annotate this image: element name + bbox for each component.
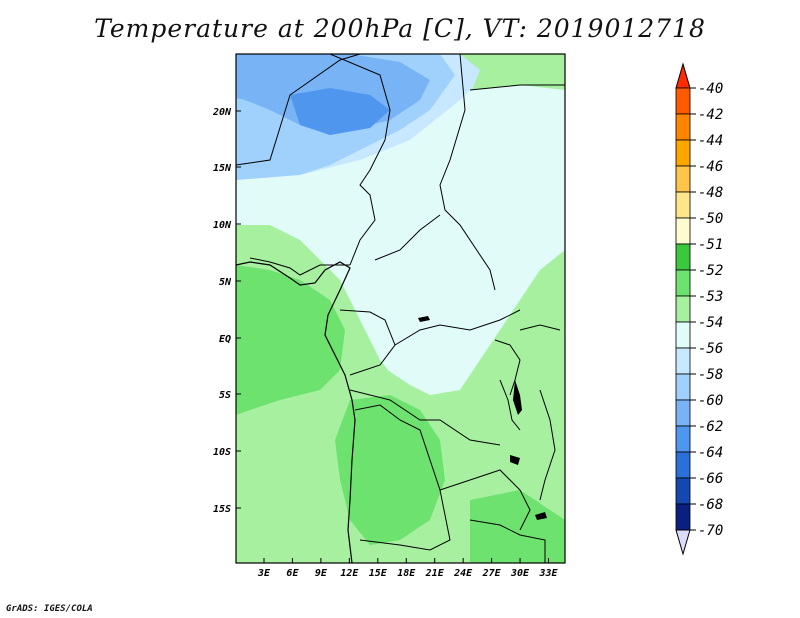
lat-label: 5N — [219, 277, 232, 288]
lon-label: 33E — [538, 568, 558, 579]
latitude-axis: 20N 15N 10N 5N EQ 5S 10S 15S — [212, 107, 241, 515]
colorbar-label: -56 — [698, 341, 723, 357]
map-title: Temperature at 200hPa [C], VT: 201901271… — [94, 14, 706, 43]
lat-label: 5S — [219, 390, 231, 401]
colorbar-label: -53 — [698, 289, 723, 305]
lon-label: 21E — [425, 568, 445, 579]
colorbar-bottom-triangle — [675, 529, 691, 556]
colorbar-label: -70 — [698, 523, 723, 539]
country-borders — [236, 54, 565, 563]
lat-label: 10N — [213, 220, 232, 231]
lat-label: 15N — [213, 163, 232, 174]
colorbar-box — [675, 503, 691, 531]
coastline — [236, 261, 356, 563]
colorbar-top-triangle — [675, 62, 691, 89]
colorbar-box — [675, 295, 691, 323]
colorbar-box — [675, 217, 691, 245]
lon-label: 9E — [315, 568, 328, 579]
lon-label: 27E — [482, 568, 502, 579]
colorbar-label: -68 — [698, 497, 723, 513]
colorbar-box — [675, 269, 691, 297]
colorbar: -40 -42 -44 -46 -48 -50 -51 -52 -53 -54 -56 -58 -60 -… — [675, 62, 723, 556]
lakes — [418, 316, 547, 520]
lon-label: 30E — [510, 568, 530, 579]
colorbar-box — [675, 191, 691, 219]
colorbar-label: -40 — [698, 81, 723, 97]
colorbar-label: -54 — [698, 315, 723, 331]
colorbar-box — [675, 139, 691, 167]
colorbar-box — [675, 347, 691, 375]
lat-label: EQ — [219, 334, 231, 345]
lon-label: 3E — [257, 568, 271, 579]
lat-label: 10S — [213, 447, 231, 458]
colorbar-label: -48 — [698, 185, 723, 201]
colorbar-label: -66 — [698, 471, 723, 487]
colorbar-label: -52 — [698, 263, 723, 279]
longitude-axis: 3E 6E 9E 12E 15E 18E 21E 24E 27E 30E 33E — [257, 558, 559, 579]
lon-label: 12E — [340, 568, 359, 579]
colorbar-box — [675, 87, 691, 115]
colorbar-label: -58 — [698, 367, 723, 383]
colorbar-label: -42 — [698, 107, 723, 123]
colorbar-box — [675, 451, 691, 479]
colorbar-label: -46 — [698, 159, 723, 175]
lon-label: 6E — [286, 568, 299, 579]
lon-label: 18E — [397, 568, 416, 579]
temperature-field — [236, 54, 565, 563]
colorbar-box — [675, 399, 691, 427]
colorbar-box — [675, 425, 691, 453]
colorbar-label: -60 — [698, 393, 723, 409]
lon-label: 24E — [453, 568, 473, 579]
colorbar-box — [675, 113, 691, 141]
colorbar-box — [675, 477, 691, 505]
colorbar-box — [675, 321, 691, 349]
colorbar-label: -50 — [698, 211, 723, 227]
lon-label: 15E — [369, 568, 388, 579]
colorbar-box — [675, 243, 691, 271]
map-frame — [235, 53, 566, 564]
colorbar-label: -64 — [698, 445, 723, 461]
colorbar-label: -44 — [698, 133, 723, 149]
lat-label: 20N — [212, 107, 232, 118]
lat-label: 15S — [213, 504, 231, 515]
grads-credit: GrADS: IGES/COLA — [6, 604, 93, 614]
colorbar-label: -51 — [698, 237, 723, 253]
colorbar-box — [675, 165, 691, 193]
colorbar-label: -62 — [698, 419, 723, 435]
colorbar-box — [675, 373, 691, 401]
